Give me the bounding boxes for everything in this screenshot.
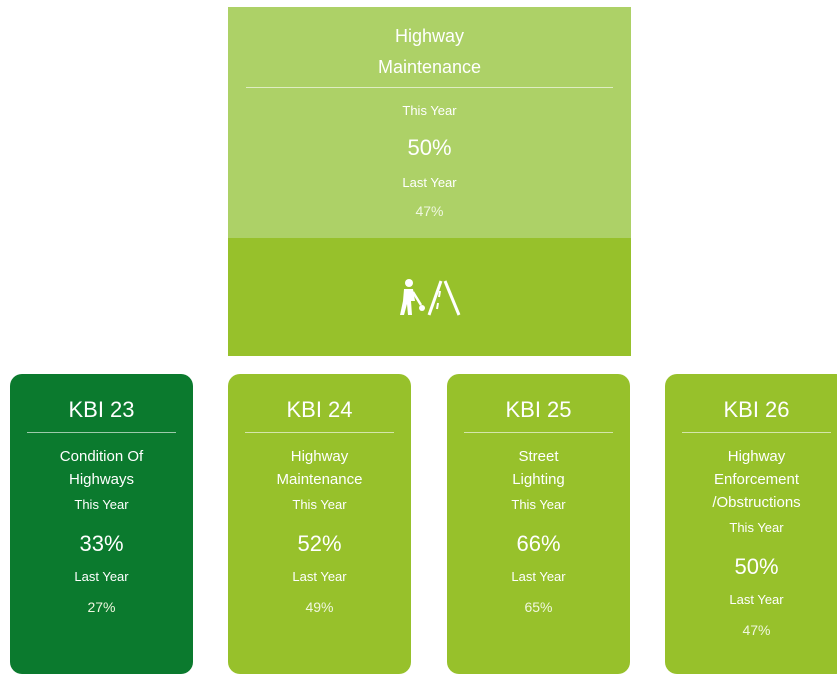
kbi-code: KBI 24	[286, 397, 353, 422]
last-year-label: Last Year	[402, 175, 457, 190]
kbi-card: KBI 25 Street Lighting This Year 66% Last Yea…	[447, 374, 630, 674]
this-year-value: 33%	[79, 531, 124, 556]
kbi-code: KBI 25	[505, 397, 572, 422]
header-card-top: Highway Maintenance This Year 50% Last Y…	[228, 7, 631, 238]
divider	[27, 432, 176, 433]
description-line: Highways	[68, 471, 135, 488]
last-year-value: 47%	[742, 622, 771, 638]
title-line: Maintenance	[377, 57, 482, 77]
this-year-value: 50%	[734, 554, 779, 579]
this-year-label: This Year	[729, 520, 784, 535]
this-year-value: 66%	[516, 531, 561, 556]
description-line: Highway	[290, 448, 349, 465]
description-line: Highway	[727, 448, 786, 465]
kbi-card: KBI 23 Condition Of Highways This Year 33% La…	[10, 374, 193, 674]
kbi-code: KBI 23	[68, 397, 135, 422]
description-line: Maintenance	[276, 471, 363, 488]
this-year-value: 50%	[407, 135, 452, 160]
kbi-description: Condition Of Highways	[10, 445, 193, 491]
page: Highway Maintenance This Year 50% Last Y…	[10, 7, 837, 674]
divider	[245, 432, 394, 433]
this-year-label: This Year	[74, 497, 129, 512]
kbi-card: KBI 26 Highway Enforcement/Obstructions Thi…	[665, 374, 837, 674]
description-line: Lighting	[512, 471, 565, 488]
description-line: Condition Of	[59, 448, 144, 465]
last-year-value: 47%	[415, 203, 444, 219]
this-year-label: This Year	[292, 497, 347, 512]
kbi-card: KBI 24 Highway Maintenance This Year 52% Last…	[228, 374, 411, 674]
description-line: Enforcement	[713, 471, 800, 488]
divider	[682, 432, 831, 433]
header-card: Highway Maintenance This Year 50% Last Y…	[228, 7, 631, 356]
divider	[464, 432, 613, 433]
description-line: Street	[518, 448, 559, 465]
this-year-label: This Year	[402, 103, 457, 118]
kbi-description: Highway Maintenance	[228, 445, 411, 491]
last-year-label: Last Year	[511, 569, 566, 584]
this-year-label: This Year	[511, 497, 566, 512]
last-year-value: 27%	[87, 599, 116, 615]
last-year-value: 65%	[524, 599, 553, 615]
kbi-description: Street Lighting	[447, 445, 630, 491]
last-year-label: Last Year	[292, 569, 347, 584]
title-line: Highway	[394, 26, 465, 46]
kbi-description: Highway Enforcement/Obstructions	[665, 445, 837, 514]
last-year-label: Last Year	[729, 592, 784, 607]
last-year-value: 49%	[305, 599, 334, 615]
header-title: Highway Maintenance	[228, 21, 631, 83]
this-year-value: 52%	[297, 531, 342, 556]
roadworks-icon	[399, 279, 460, 316]
header-card-icon-area	[228, 238, 631, 356]
divider	[246, 87, 613, 88]
last-year-label: Last Year	[74, 569, 129, 584]
description-line: /Obstructions	[712, 494, 801, 511]
kbi-code: KBI 26	[723, 397, 790, 422]
